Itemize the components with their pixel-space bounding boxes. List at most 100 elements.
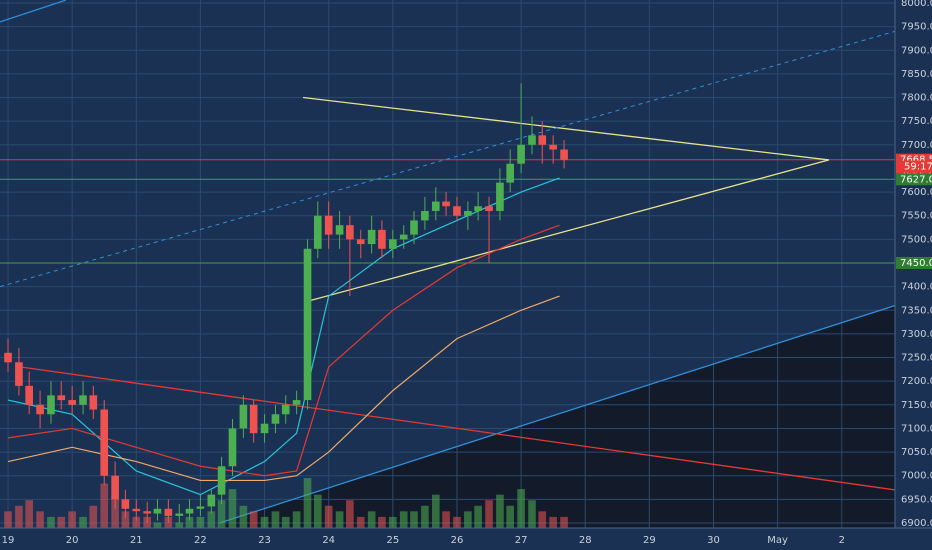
volume-bar [506, 505, 515, 528]
candle-body [228, 428, 237, 467]
x-tick-label: 26 [451, 535, 464, 546]
candle-body [517, 144, 525, 164]
volume-bar [260, 516, 269, 528]
volume-bar [389, 516, 397, 528]
price-tag-label: 7450.0 [900, 258, 932, 269]
candle-body [89, 395, 98, 410]
candle-body [346, 225, 354, 240]
x-tick-label: 30 [707, 535, 720, 546]
candle-body [389, 239, 397, 249]
volume-bar [399, 511, 408, 528]
volume-bar [196, 516, 205, 528]
support-zone [219, 305, 896, 528]
volume-bar [517, 489, 525, 528]
volume-bar [367, 511, 376, 528]
candle-body [100, 409, 109, 476]
x-tick-label: 27 [515, 535, 528, 546]
candle-body [335, 225, 344, 235]
moving-average [7, 224, 560, 477]
candle-body [57, 395, 66, 401]
candle-body [239, 404, 248, 429]
grid [0, 0, 896, 528]
candle-body [281, 404, 290, 415]
y-tick-label: 7350.0 [901, 305, 932, 316]
candle-body [442, 201, 450, 207]
candle-body [185, 508, 194, 514]
candle-body [421, 210, 429, 221]
y-tick-label: 6950.0 [901, 494, 932, 505]
candle-body [410, 220, 418, 235]
x-tick-label: 21 [130, 535, 143, 546]
candle-body [271, 414, 280, 424]
y-tick-label: 7550.0 [901, 211, 932, 222]
candle-body [4, 352, 12, 363]
volume-bar [4, 511, 12, 528]
y-tick-label: 7100.0 [901, 423, 932, 434]
y-tick-label: 7600.0 [901, 187, 932, 198]
volume-bar [442, 511, 450, 528]
y-tick-label: 7300.0 [901, 329, 932, 340]
trendline [20, 366, 896, 491]
candle-body [367, 229, 376, 245]
candle-body [15, 362, 23, 386]
y-tick-label: 7850.0 [901, 69, 932, 80]
candle-body [356, 239, 365, 245]
candle-body [25, 385, 33, 405]
y-tick-label: 6900.0 [901, 518, 932, 529]
candle-body [453, 206, 461, 216]
price-axis [895, 0, 932, 550]
candle-body [175, 513, 184, 516]
volume-bar [57, 516, 66, 528]
volume-bar [79, 516, 87, 528]
volume-bar [185, 516, 194, 528]
price-tag-label: 7668.5 [900, 155, 932, 166]
volume-bar [89, 505, 98, 528]
x-tick-label: 24 [322, 535, 335, 546]
volume-bar [36, 511, 44, 528]
trendline [302, 96, 830, 161]
candle-body [464, 210, 472, 216]
volume-bar [474, 505, 482, 528]
candle-body [485, 206, 493, 211]
candle-body [36, 404, 44, 415]
volume-bar [528, 500, 536, 528]
volume-bar [15, 505, 23, 528]
y-tick-label: 7500.0 [901, 234, 932, 245]
y-tick-label: 7950.0 [901, 22, 932, 33]
volume-bar [431, 494, 440, 528]
candle-body [111, 475, 119, 500]
volume-bar [249, 511, 258, 528]
candle-body [538, 135, 547, 145]
candle-body [313, 215, 322, 249]
volume-bar [324, 505, 333, 528]
volume-bar [464, 511, 472, 528]
trendline [309, 159, 830, 302]
y-tick-label: 7200.0 [901, 376, 932, 387]
x-tick-label: 20 [66, 535, 79, 546]
candle-body [496, 182, 504, 211]
countdown: 59:17 [904, 162, 932, 173]
volume-bar [560, 516, 568, 528]
trendline [219, 304, 896, 524]
volume-bar [549, 516, 557, 528]
y-tick-label: 7000.0 [901, 471, 932, 482]
y-tick-label: 7150.0 [901, 400, 932, 411]
candle-body [378, 229, 386, 249]
moving-average [7, 295, 560, 482]
candle-body [560, 149, 568, 160]
volume-bar [175, 522, 184, 528]
volume-bar [217, 500, 226, 528]
candle-body [217, 466, 226, 495]
volume-bar [410, 511, 418, 528]
volume-bar [239, 505, 248, 528]
volume-bar [453, 516, 461, 528]
candle-body [303, 248, 312, 401]
price-tag-label: 7627.0 [900, 174, 932, 185]
volume-bar [356, 516, 365, 528]
dashed-trendline [0, 30, 896, 288]
trendline [0, 0, 66, 23]
candle-body [474, 206, 482, 211]
x-tick-label: 22 [194, 535, 207, 546]
